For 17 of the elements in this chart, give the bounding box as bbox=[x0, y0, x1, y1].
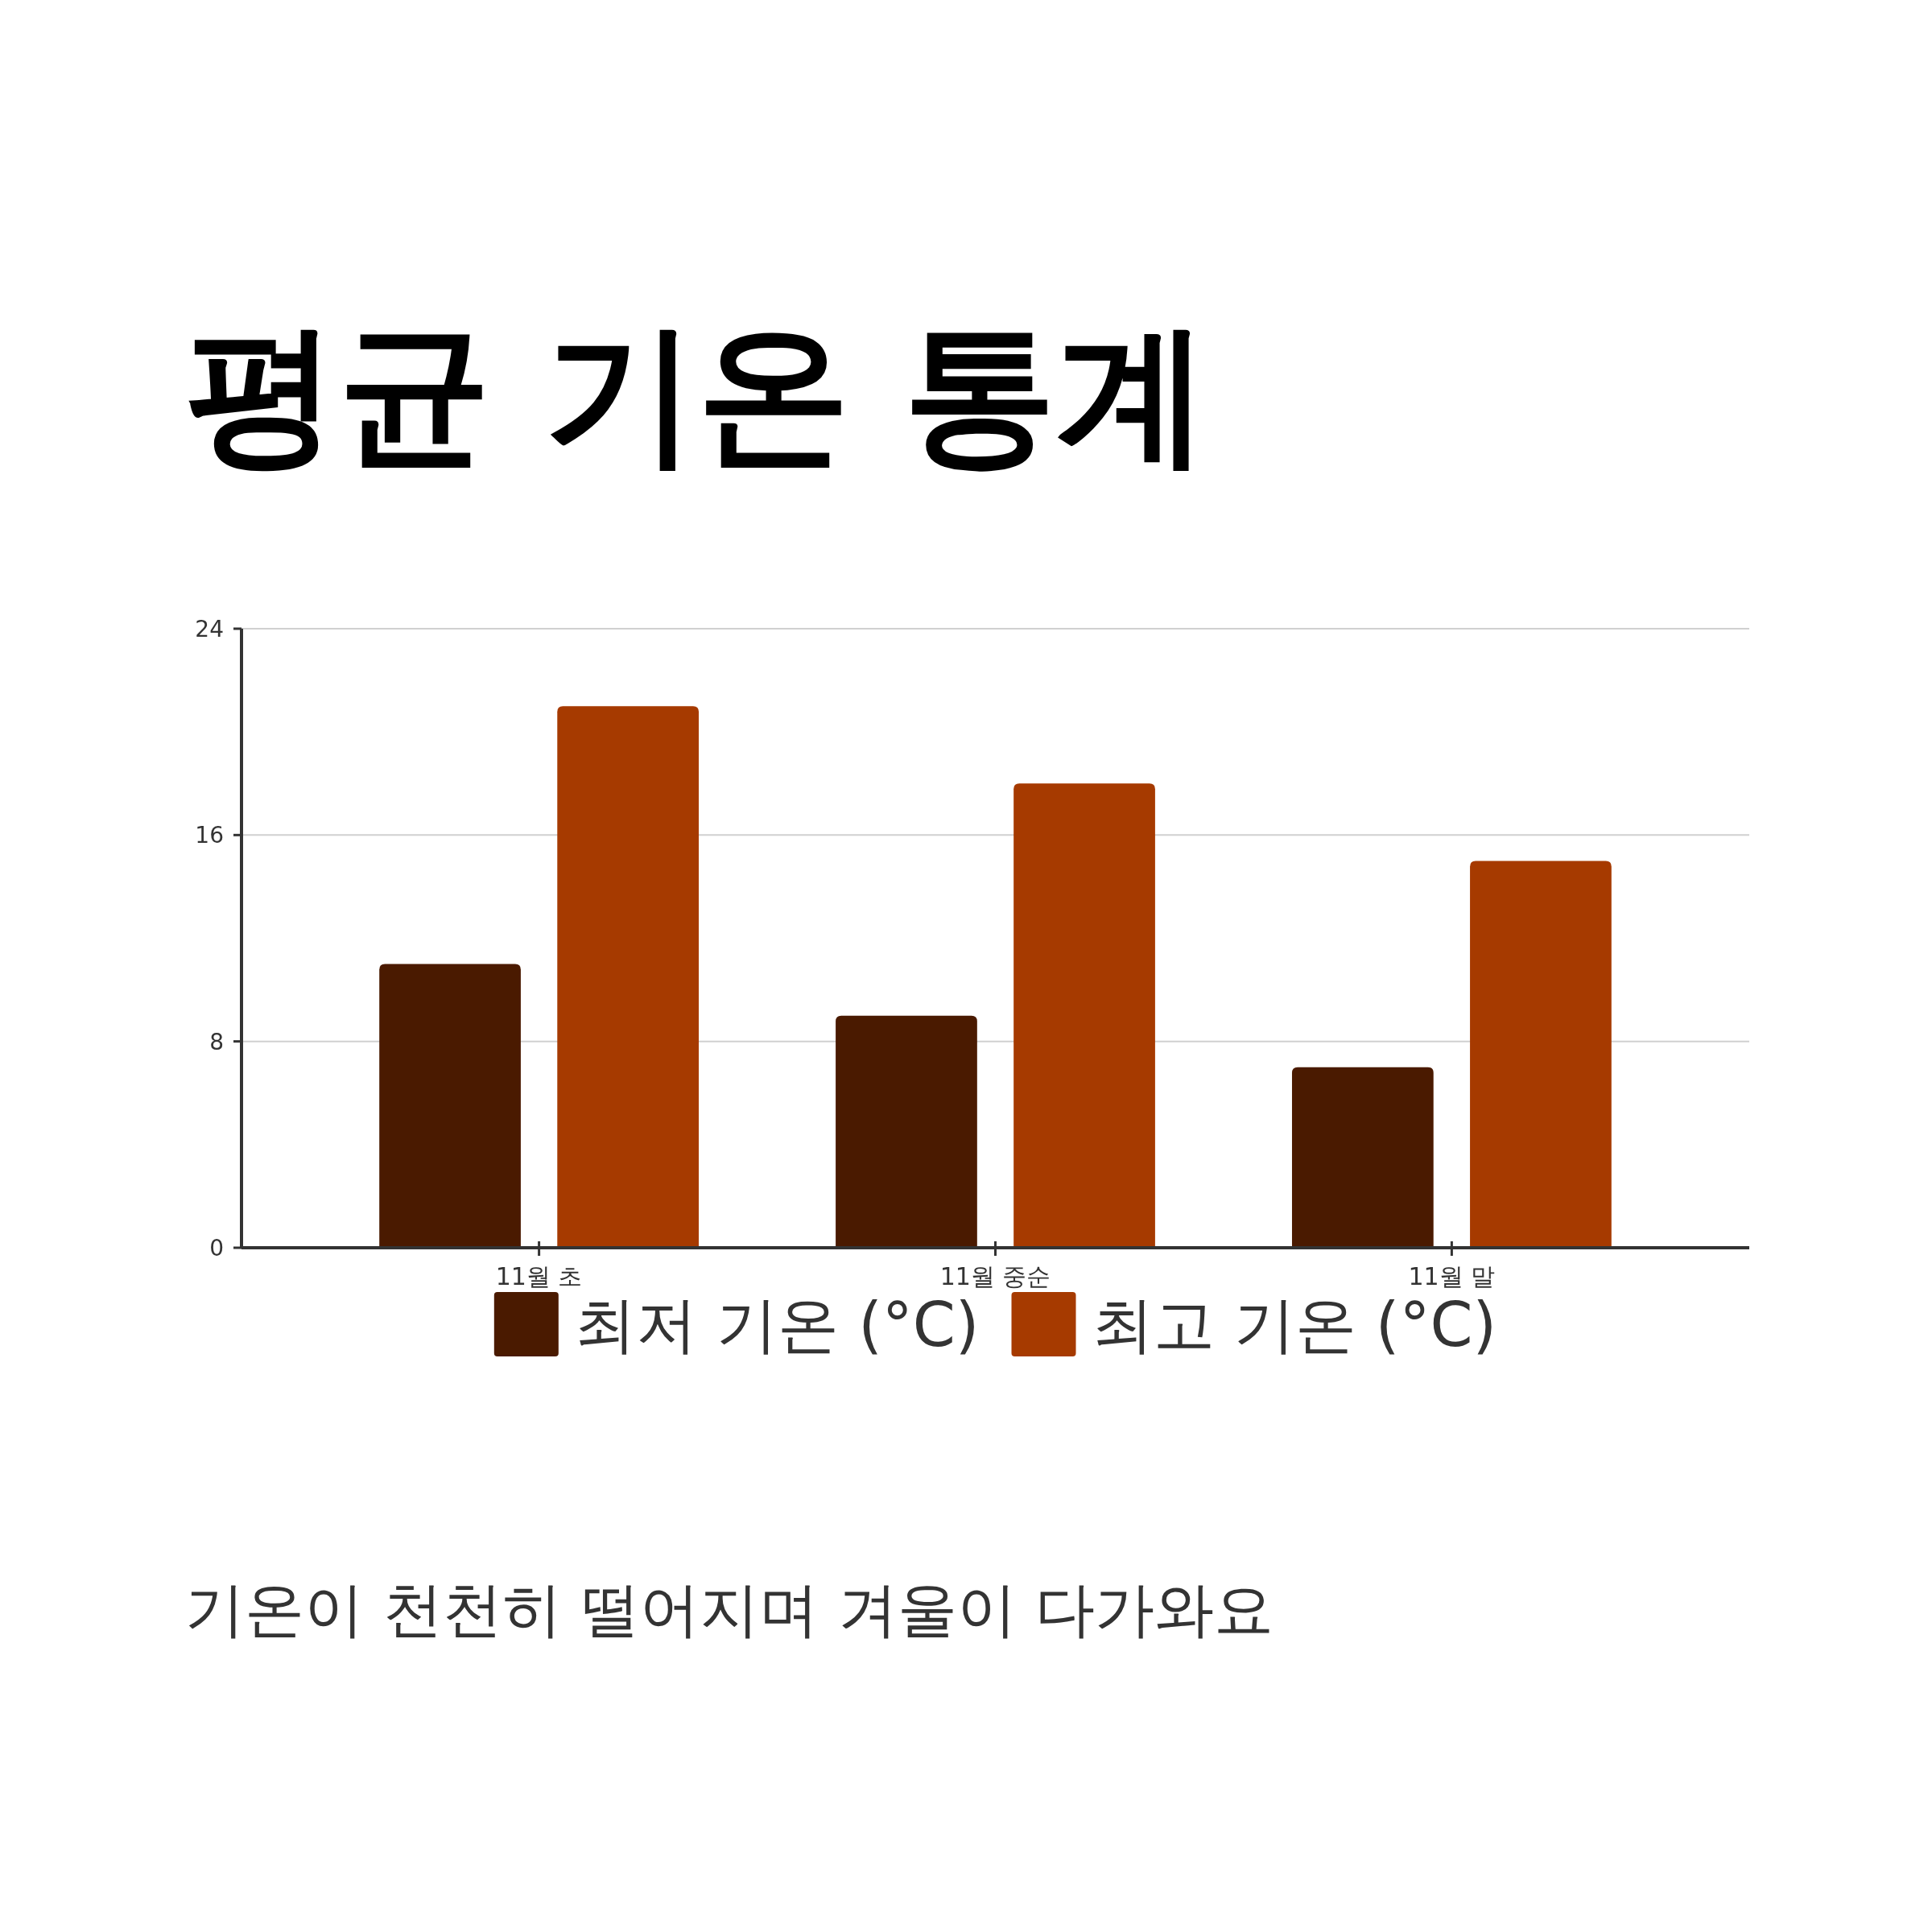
y-tick-label: 16 bbox=[195, 822, 224, 849]
text: 기온이 천천히 떨어지며 겨울이 다가와요 bbox=[185, 1575, 1274, 1644]
x-tick-label: 11월 중순 bbox=[939, 1262, 1051, 1290]
x-tick-label: 11월 초 bbox=[495, 1262, 583, 1290]
y-tick-label: 0 bbox=[209, 1235, 224, 1261]
legend-label: 최고 기온 (°C) bbox=[1092, 1289, 1497, 1361]
bar bbox=[1291, 1067, 1434, 1248]
bar bbox=[836, 1015, 977, 1248]
bar bbox=[1013, 783, 1155, 1248]
bar bbox=[1470, 861, 1612, 1248]
legend-label: 최저 기온 (°C) bbox=[574, 1289, 980, 1361]
y-tick-label: 8 bbox=[209, 1028, 224, 1055]
x-tick-label: 11월 말 bbox=[1408, 1262, 1496, 1290]
bar bbox=[557, 706, 700, 1248]
bar bbox=[379, 964, 521, 1248]
chart-title: 평균 기온 통계 bbox=[185, 305, 1210, 483]
y-tick-label: 24 bbox=[195, 616, 224, 642]
